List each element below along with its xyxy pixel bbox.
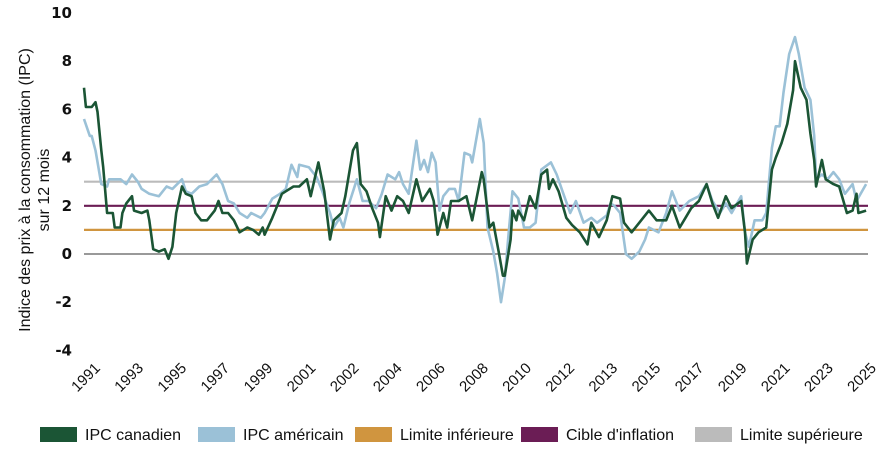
legend-swatch — [355, 427, 392, 442]
x-tick-label: 1999 — [241, 360, 277, 396]
x-axis-ticks: 1991 1993 1995 1997 1999 2001 2002 2004 2006 2008… — [68, 360, 879, 396]
legend-swatch — [40, 427, 77, 442]
legend-label: Cible d'inflation — [566, 427, 674, 444]
y-tick-label: 8 — [62, 52, 72, 70]
legend-label: Limite supérieure — [740, 427, 863, 444]
x-tick-label: 2023 — [801, 360, 837, 396]
y-axis-title-line-1: Indice des prix à la consommation (IPC) — [17, 48, 34, 332]
x-tick-label: 2015 — [629, 360, 665, 396]
x-tick-label: 2013 — [586, 360, 622, 396]
y-axis-title-line-2: sur 12 mois — [36, 149, 53, 232]
x-tick-label: 2004 — [370, 360, 406, 396]
legend-label: Limite inférieure — [400, 427, 514, 444]
y-tick-label: 6 — [62, 100, 72, 118]
legend-swatch — [695, 427, 732, 442]
y-axis-ticks: 10 8 6 4 2 0 -2 -4 — [51, 4, 72, 359]
y-tick-label: -2 — [55, 293, 72, 311]
x-tick-label: 1993 — [111, 360, 147, 396]
x-tick-label: 2001 — [284, 360, 320, 396]
y-tick-label: 2 — [62, 197, 72, 215]
x-tick-label: 1995 — [154, 360, 190, 396]
series-lines — [82, 35, 868, 304]
x-tick-label: 2019 — [715, 360, 751, 396]
x-tick-label: 2002 — [327, 360, 363, 396]
y-tick-label: 10 — [51, 4, 72, 22]
y-tick-label: 4 — [62, 149, 72, 167]
legend-swatch — [198, 427, 235, 442]
legend-label: IPC canadien — [85, 427, 181, 444]
x-tick-label: 2021 — [758, 360, 794, 396]
x-tick-label: 2017 — [672, 360, 708, 396]
legend: IPC canadien IPC américain Limite inférieu… — [40, 427, 863, 444]
series-line-ipc-canadien — [82, 59, 867, 277]
legend-swatch — [521, 427, 558, 442]
y-tick-label: -4 — [55, 341, 72, 359]
y-tick-label: 0 — [62, 245, 72, 263]
x-tick-label: 1991 — [68, 360, 104, 396]
x-tick-label: 2008 — [456, 360, 492, 396]
x-tick-label: 2025 — [844, 360, 879, 396]
x-tick-label: 2012 — [542, 360, 578, 396]
x-tick-label: 1997 — [198, 360, 234, 396]
x-tick-label: 2006 — [413, 360, 449, 396]
x-tick-label: 2010 — [499, 360, 535, 396]
legend-label: IPC américain — [243, 427, 343, 444]
series-line-ipc-americain — [82, 35, 868, 304]
